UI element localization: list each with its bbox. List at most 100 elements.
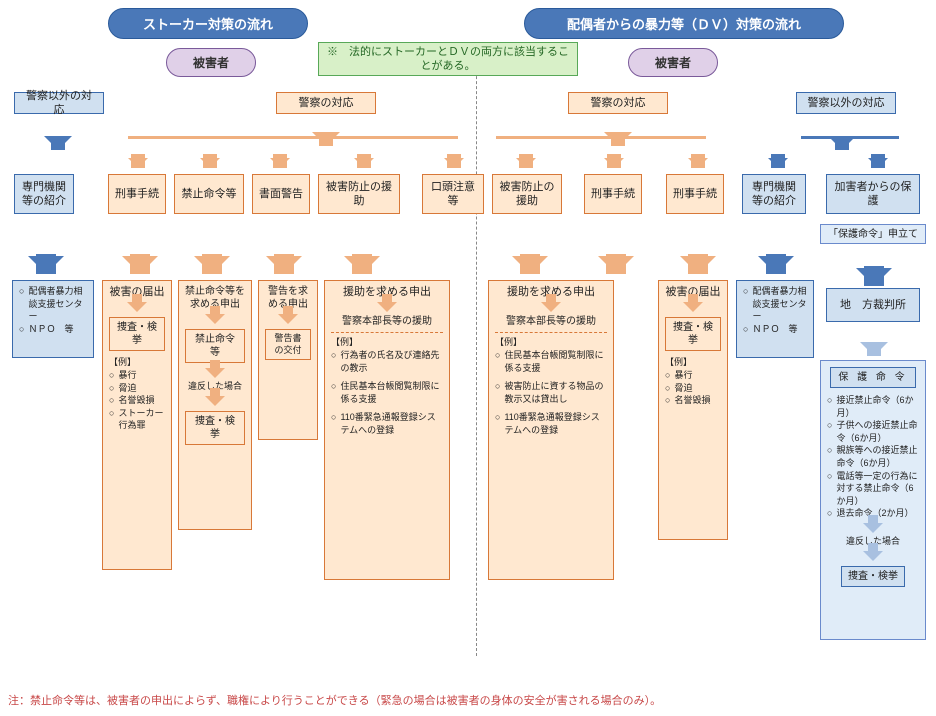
arrow-icon xyxy=(683,302,703,312)
list-item: 110番緊急通報登録システムへの登録 xyxy=(504,411,607,436)
list-item: ＮＰＯ 等 xyxy=(752,323,797,336)
arrow-icon xyxy=(122,256,158,274)
note-center: ※ 法的にストーカーとＤＶの両方に該当することがある。 xyxy=(318,42,578,76)
arrow-icon xyxy=(768,158,788,168)
list-header: 【例】 xyxy=(109,357,136,369)
arrow-icon xyxy=(688,158,708,168)
box-higaiboshi-right: 被害防止の援助 xyxy=(492,174,562,214)
help-header: 警察本部長等の援助 xyxy=(331,315,443,328)
sub-box: 捜査・検挙 xyxy=(109,317,165,351)
list-item: 名誉毀損 xyxy=(674,394,710,407)
list-item: 脅迫 xyxy=(674,382,692,395)
tall-col6: 被害の届出 捜査・検挙 【例】 暴行 脅迫 名誉毀損 xyxy=(658,280,728,540)
list-header: 【例】 xyxy=(665,357,692,369)
dashed-separator xyxy=(495,332,607,333)
list-item: 脅迫 xyxy=(118,382,136,395)
tall-col2: 禁止命令等を求める申出 禁止命令等 違反した場合 捜査・検挙 xyxy=(178,280,252,530)
arrow-icon xyxy=(270,158,290,168)
list-item: 住民基本台帳閲覧制限に係る支援 xyxy=(340,380,443,405)
sub-box: 捜査・検挙 xyxy=(185,411,245,445)
arrow-icon xyxy=(128,158,148,168)
arrow-icon xyxy=(127,302,147,312)
arrow-icon xyxy=(266,256,302,274)
header-stalker: ストーカー対策の流れ xyxy=(108,8,308,39)
list-item: 子供への接近禁止命令（6か月） xyxy=(836,419,919,444)
police-other-right: 警察以外の対応 xyxy=(796,92,896,114)
header-dv: 配偶者からの暴力等（ＤＶ）対策の流れ xyxy=(524,8,844,39)
arrow-icon xyxy=(512,256,548,274)
box-hogo-moushitate: 「保護命令」申立て xyxy=(820,224,926,244)
hbar xyxy=(801,136,899,139)
list-item: 配偶者暴力相談支援センター xyxy=(752,285,807,323)
diagram-root: ストーカー対策の流れ 配偶者からの暴力等（ＤＶ）対策の流れ 被害者 被害者 ※ … xyxy=(8,8,928,688)
box-keiji-right2: 刑事手続 xyxy=(666,174,724,214)
footnote: 注：禁止命令等は、被害者の申出によらず、職権により行うことができる（緊急の場合は… xyxy=(8,692,928,708)
arrow-icon xyxy=(377,302,397,312)
box-shomen: 書面警告 xyxy=(252,174,310,214)
arrow-icon xyxy=(205,368,225,378)
list-item: ストーカー行為罪 xyxy=(118,407,165,432)
police-other-left: 警察以外の対応 xyxy=(14,92,104,114)
arrow-icon xyxy=(194,256,230,274)
order-title: 保 護 命 令 xyxy=(830,367,916,388)
help-header: 警察本部長等の援助 xyxy=(495,315,607,328)
tall-senmon-left: 配偶者暴力相談支援センター ＮＰＯ 等 xyxy=(12,280,94,358)
police-right: 警察の対応 xyxy=(568,92,668,114)
arrow-icon xyxy=(200,158,220,168)
arrow-icon xyxy=(604,132,632,146)
sub-box: 禁止命令等 xyxy=(185,329,245,363)
sub-box: 捜査・検挙 xyxy=(665,317,721,351)
hbar xyxy=(496,136,706,139)
arrow-icon xyxy=(344,256,380,274)
arrow-icon xyxy=(868,158,888,168)
arrow-icon xyxy=(863,551,883,561)
list-item: 行為者の氏名及び連絡先の教示 xyxy=(340,349,443,374)
box-higaiboshi-left: 被害防止の援助 xyxy=(318,174,400,214)
tall-col5: 援助を求める申出 警察本部長等の援助 【例】 住民基本台帳閲覧制限に係る支援 被… xyxy=(488,280,614,580)
arrow-icon xyxy=(856,268,892,286)
list-item: 電話等一定の行為に対する禁止命令（6か月） xyxy=(836,470,919,508)
arrow-icon xyxy=(312,132,340,146)
list-item: 被害防止に資する物品の教示又は貸出し xyxy=(504,380,607,405)
sub-box: 警告書の交付 xyxy=(265,329,311,360)
list-header: 【例】 xyxy=(495,337,522,349)
tall-col3: 警告を求める申出 警告書の交付 xyxy=(258,280,318,440)
list-item: 親族等への接近禁止命令（6か月） xyxy=(836,444,919,469)
arrow-icon xyxy=(44,136,72,150)
box-senmon-left: 専門機関等の紹介 xyxy=(14,174,74,214)
arrow-icon xyxy=(863,523,883,533)
arrow-icon xyxy=(604,158,624,168)
box-kinshi: 禁止命令等 xyxy=(174,174,244,214)
center-divider xyxy=(476,56,477,656)
tall-chisai: 保 護 命 令 接近禁止命令（6か月） 子供への接近禁止命令（6か月） 親族等へ… xyxy=(820,360,926,640)
list-item: 住民基本台帳閲覧制限に係る支援 xyxy=(504,349,607,374)
arrow-icon xyxy=(205,314,225,324)
victim-left: 被害者 xyxy=(166,48,256,77)
arrow-icon xyxy=(680,256,716,274)
tall-col4: 援助を求める申出 警察本部長等の援助 【例】 行為者の氏名及び連絡先の教示 住民… xyxy=(324,280,450,580)
arrow-icon xyxy=(758,256,794,274)
list-item: 暴行 xyxy=(118,369,136,382)
police-left: 警察の対応 xyxy=(276,92,376,114)
arrow-icon xyxy=(516,158,536,168)
box-kotou: 口頭注意等 xyxy=(422,174,484,214)
hbar xyxy=(128,136,458,139)
box-keiji-left: 刑事手続 xyxy=(108,174,166,214)
list-item: ＮＰＯ 等 xyxy=(28,323,73,336)
arrow-icon xyxy=(444,158,464,168)
tall-col1: 被害の届出 捜査・検挙 【例】 暴行 脅迫 名誉毀損 ストーカー行為罪 xyxy=(102,280,172,570)
arrow-icon xyxy=(598,256,634,274)
sub-box: 捜査・検挙 xyxy=(841,566,905,587)
arrow-icon xyxy=(541,302,561,312)
box-keiji-right: 刑事手続 xyxy=(584,174,642,214)
list-item: 配偶者暴力相談支援センター xyxy=(28,285,87,323)
list-item: 接近禁止命令（6か月） xyxy=(836,394,919,419)
arrow-icon xyxy=(205,396,225,406)
box-senmon-right: 専門機関等の紹介 xyxy=(742,174,806,214)
box-kagaisha-hogo: 加害者からの保護 xyxy=(826,174,920,214)
arrow-icon xyxy=(354,158,374,168)
box-chisai: 地 方裁判所 xyxy=(826,288,920,322)
arrow-icon xyxy=(28,256,64,274)
arrow-icon xyxy=(278,314,298,324)
tall-senmon-right: 配偶者暴力相談支援センター ＮＰＯ 等 xyxy=(736,280,814,358)
